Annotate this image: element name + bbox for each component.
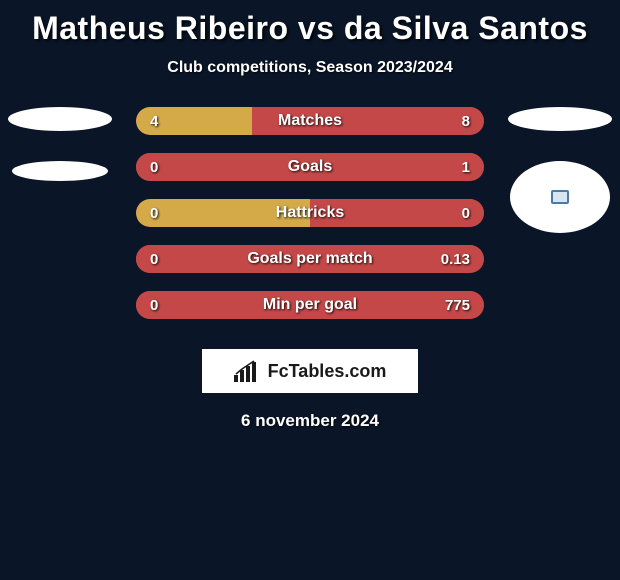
- stat-row: Goals 0 1: [136, 153, 484, 181]
- left-player-badges: [5, 107, 115, 181]
- stat-label: Matches: [278, 112, 342, 130]
- stat-value-right: 0: [462, 205, 470, 222]
- page-subtitle: Club competitions, Season 2023/2024: [0, 59, 620, 77]
- stat-label: Min per goal: [263, 296, 357, 314]
- left-badge-2: [12, 161, 108, 181]
- stat-value-left: 0: [150, 159, 158, 176]
- stat-label: Goals: [288, 158, 332, 176]
- logo-text: FcTables.com: [268, 361, 387, 382]
- stat-row: Goals per match 0 0.13: [136, 245, 484, 273]
- stat-value-left: 0: [150, 251, 158, 268]
- placeholder-icon: [551, 190, 569, 204]
- stat-label: Hattricks: [276, 204, 344, 222]
- stat-rows-container: Matches48Goals01Hattricks00Goals per mat…: [136, 107, 484, 319]
- stat-row: Matches 4 8: [136, 107, 484, 135]
- stat-value-left: 4: [150, 113, 158, 130]
- stat-label: Goals per match: [247, 250, 372, 268]
- right-player-avatar: [510, 161, 610, 233]
- stat-value-right: 8: [462, 113, 470, 130]
- main-container: Matheus Ribeiro vs da Silva Santos Club …: [0, 0, 620, 431]
- stat-value-right: 775: [445, 297, 470, 314]
- page-title: Matheus Ribeiro vs da Silva Santos: [0, 10, 620, 47]
- stat-row: Hattricks 0 0: [136, 199, 484, 227]
- left-badge-1: [8, 107, 112, 131]
- chart-icon: [234, 360, 260, 382]
- stats-area: Matches48Goals01Hattricks00Goals per mat…: [0, 107, 620, 319]
- footer-date: 6 november 2024: [0, 411, 620, 431]
- right-badge-1: [508, 107, 612, 131]
- stat-value-right: 1: [462, 159, 470, 176]
- stat-value-right: 0.13: [441, 251, 470, 268]
- stat-value-left: 0: [150, 297, 158, 314]
- right-player-badges: [505, 107, 615, 233]
- stat-row: Min per goal 0 775: [136, 291, 484, 319]
- branding-logo: FcTables.com: [202, 349, 418, 393]
- stat-value-left: 0: [150, 205, 158, 222]
